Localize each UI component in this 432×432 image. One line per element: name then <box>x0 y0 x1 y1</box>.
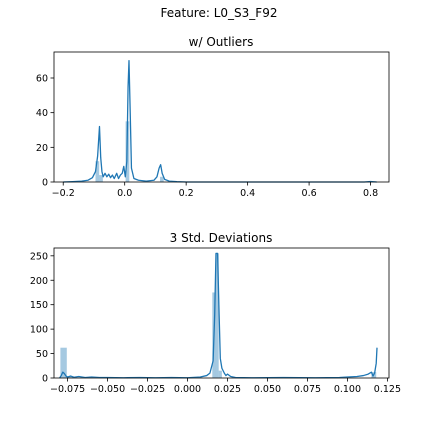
hist-bar <box>218 370 222 378</box>
hist-bar <box>66 376 74 378</box>
x-axis-3std: −0.075 −0.050 −0.025 0.000 0.025 0.050 0.075 0.… <box>50 378 401 395</box>
y-axis-outliers: 0 20 40 60 <box>36 74 54 189</box>
x-tick-label: 0.075 <box>294 384 321 395</box>
x-tick-label: −0.050 <box>90 384 125 395</box>
chart-title-outliers: w/ Outliers <box>189 35 254 49</box>
y-tick-label: 0 <box>42 374 48 385</box>
chart-outliers: w/ Outliers −0.2 0.0 0.2 0.4 0.6 0.8 0 20 40 60 <box>36 35 390 199</box>
kde-line <box>59 252 378 379</box>
chart-marks-outliers <box>63 60 377 183</box>
chart-3std: 3 Std. Deviations −0.075 −0.050 −0.025 0.00… <box>30 231 401 395</box>
x-tick-label: 0.4 <box>240 188 255 199</box>
x-tick-label: −0.2 <box>52 188 75 199</box>
axes-frame-outliers <box>53 51 390 183</box>
y-tick-label: 60 <box>36 74 48 85</box>
x-axis-outliers: −0.2 0.0 0.2 0.4 0.6 0.8 <box>52 182 378 199</box>
y-tick-label: 150 <box>30 300 48 311</box>
hist-bar <box>215 253 219 378</box>
x-tick-label: 0.2 <box>179 188 194 199</box>
x-tick-label: 0.8 <box>363 188 378 199</box>
hist-bar <box>99 175 103 182</box>
x-tick-label: −0.025 <box>130 384 165 395</box>
y-tick-label: 50 <box>36 349 48 360</box>
x-tick-label: 0.025 <box>214 384 241 395</box>
x-tick-label: 0.0 <box>117 188 132 199</box>
x-tick-label: 0.125 <box>374 384 401 395</box>
y-tick-label: 200 <box>30 276 48 287</box>
x-tick-label: 0.050 <box>254 384 281 395</box>
chart-title-3std: 3 Std. Deviations <box>170 231 273 245</box>
x-tick-label: −0.075 <box>50 384 85 395</box>
x-tick-label: 0.000 <box>174 384 201 395</box>
y-tick-label: 100 <box>30 325 48 336</box>
y-tick-label: 20 <box>36 143 48 154</box>
axes-frame-3std <box>53 247 390 379</box>
y-axis-3std: 0 50 100 150 200 250 <box>30 251 54 385</box>
hist-bar <box>160 176 164 182</box>
chart-marks-3std <box>59 252 378 379</box>
x-tick-label: 0.6 <box>302 188 317 199</box>
y-tick-label: 0 <box>42 178 48 189</box>
hist-bar <box>60 347 67 378</box>
y-tick-label: 40 <box>36 108 48 119</box>
hist-bar <box>95 161 100 182</box>
kde-line <box>63 60 377 183</box>
y-tick-label: 250 <box>30 251 48 262</box>
x-tick-label: 0.100 <box>334 384 361 395</box>
figure-title: Feature: L0_S3_F92 <box>161 6 278 20</box>
